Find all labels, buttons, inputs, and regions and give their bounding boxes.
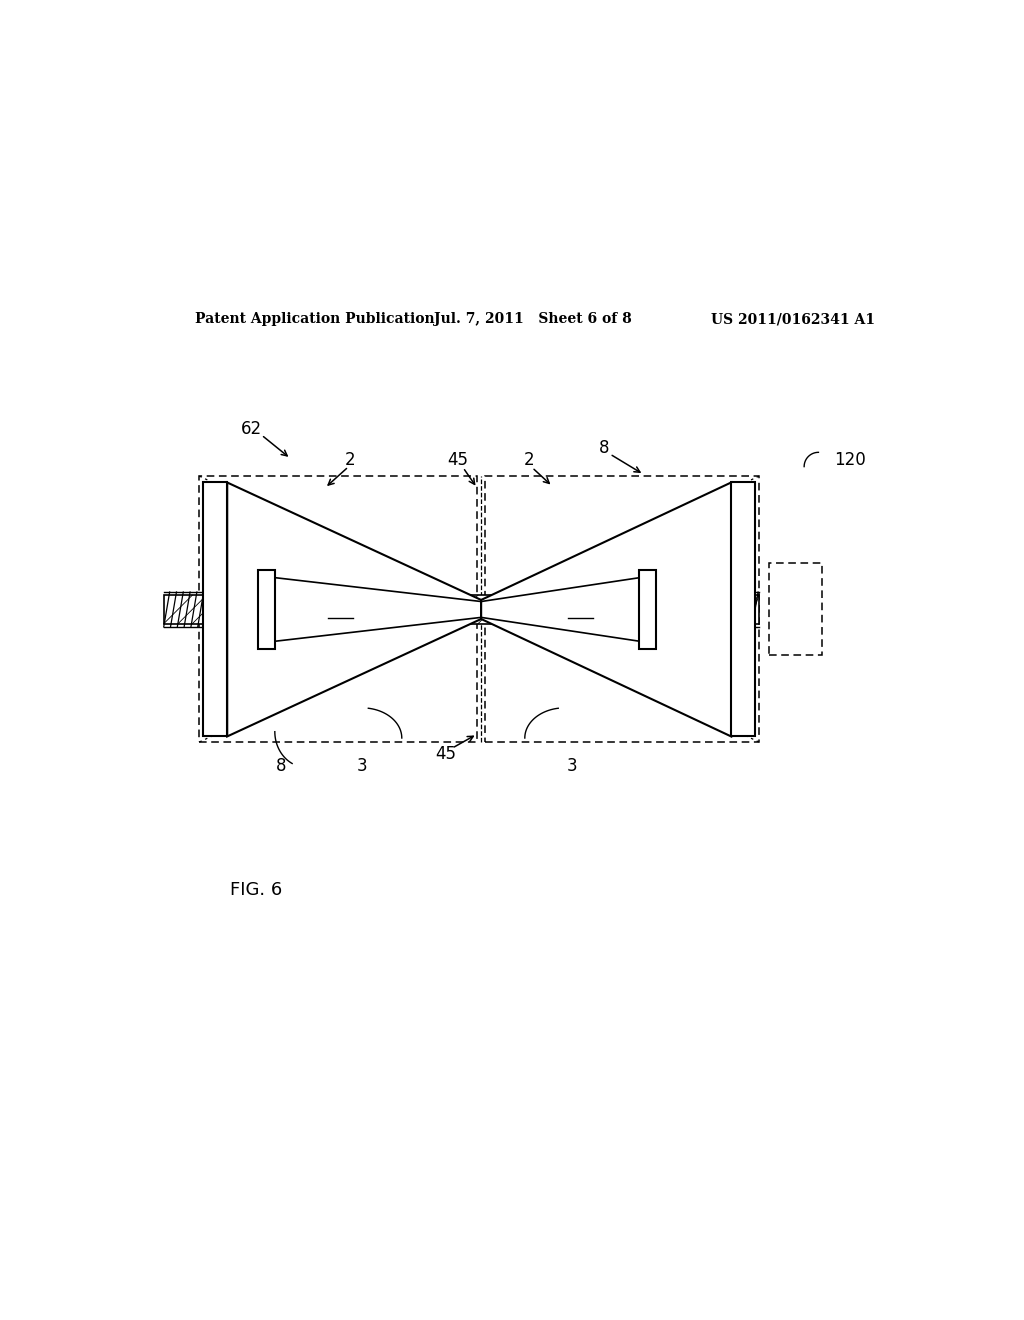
Text: 8: 8 <box>599 440 609 457</box>
Bar <box>258 570 275 649</box>
Text: 4: 4 <box>585 557 595 574</box>
Text: US 2011/0162341 A1: US 2011/0162341 A1 <box>712 312 876 326</box>
Bar <box>200 477 477 742</box>
Bar <box>164 595 759 624</box>
Text: 45: 45 <box>435 744 456 763</box>
Text: Patent Application Publication: Patent Application Publication <box>196 312 435 326</box>
Text: 6: 6 <box>335 597 346 615</box>
Text: 8: 8 <box>275 756 287 775</box>
Text: 3: 3 <box>356 756 368 775</box>
Bar <box>204 483 227 737</box>
Text: 2: 2 <box>523 451 535 470</box>
Bar <box>639 570 656 649</box>
Polygon shape <box>227 483 481 737</box>
Text: 120: 120 <box>835 451 866 470</box>
Bar <box>769 564 822 655</box>
Text: 45: 45 <box>446 451 468 470</box>
Bar <box>485 477 759 742</box>
Text: 3: 3 <box>567 756 578 775</box>
Text: 62: 62 <box>241 420 261 437</box>
Text: FIG. 6: FIG. 6 <box>229 882 282 899</box>
Text: 6: 6 <box>574 597 586 615</box>
Bar <box>731 483 755 737</box>
Text: 2: 2 <box>345 451 355 470</box>
Polygon shape <box>481 483 731 737</box>
Text: Jul. 7, 2011   Sheet 6 of 8: Jul. 7, 2011 Sheet 6 of 8 <box>433 312 631 326</box>
